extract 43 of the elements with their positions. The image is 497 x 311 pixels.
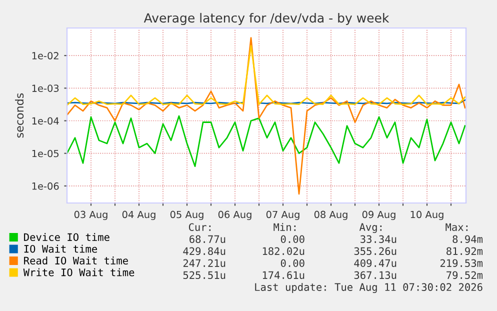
text: 174.61u (262, 271, 304, 280)
chart-title: Average latency for /dev/vda - by week (144, 12, 390, 26)
text: 8.94m (452, 235, 483, 244)
x-tick-label: 09 Aug (362, 210, 396, 220)
text: 182.02u (262, 247, 304, 256)
text: 68.77u (190, 235, 226, 244)
line-series (67, 115, 466, 168)
text: 525.51u (183, 271, 226, 280)
y-tick-label: 1e-05 (32, 150, 59, 158)
text: 219.53m (440, 259, 483, 268)
legend-label: IO Wait time (24, 244, 98, 253)
text: Cur: (188, 223, 211, 232)
line-series (67, 45, 466, 106)
x-tick-label: 10 Aug (410, 210, 444, 220)
legend-label: Read IO Wait time (24, 256, 128, 265)
text: 247.21u (183, 259, 226, 268)
text: Min: (274, 223, 296, 231)
text: 355.26u (354, 247, 396, 256)
text: 0.00 (280, 235, 304, 244)
text: 33.34u (360, 235, 396, 244)
text: 429.84u (183, 247, 226, 256)
y-tick-label: 1e-06 (32, 182, 59, 190)
text: Max: (446, 223, 468, 232)
legend-label: Write IO Wait time (23, 268, 134, 276)
x-tick-label: 04 Aug (122, 210, 156, 220)
text: 0.00 (280, 259, 304, 268)
y-axis-title: seconds (15, 93, 24, 138)
legend-label: Device IO time (24, 233, 110, 242)
text: 81.92m (446, 247, 483, 256)
x-tick-label: 07 Aug (266, 210, 300, 220)
x-tick-label: 03 Aug (74, 210, 108, 220)
y-tick-label: 1e-04 (32, 117, 59, 125)
text: Last update: Tue Aug 11 07:30:02 2026 (255, 282, 482, 294)
line-series (67, 37, 466, 195)
y-tick-label: 1e-03 (32, 84, 59, 92)
text: 409.47u (354, 259, 396, 268)
x-tick-label: 06 Aug (218, 210, 252, 220)
text: 79.52m (446, 271, 483, 280)
x-tick-label: 05 Aug (170, 210, 204, 220)
y-tick-label: 1e-02 (32, 52, 58, 60)
text: 367.13u (354, 271, 396, 280)
text: Avg: (359, 223, 382, 233)
x-tick-label: 08 Aug (314, 210, 348, 220)
